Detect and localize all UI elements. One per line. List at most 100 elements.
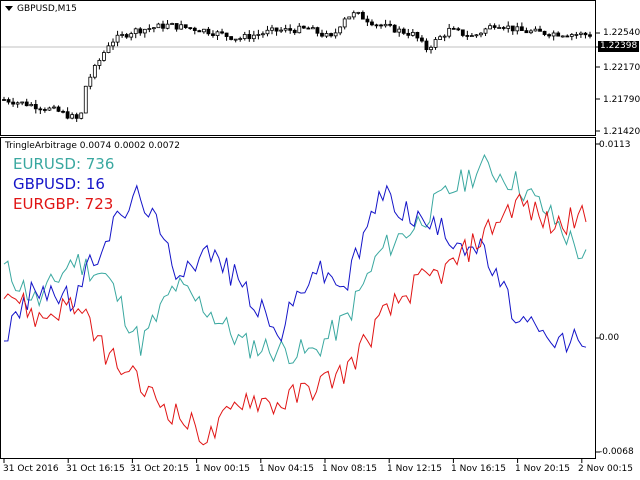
candle-body	[556, 32, 561, 37]
candle-body	[569, 34, 574, 37]
candle-body	[583, 32, 588, 36]
candle-body	[333, 32, 338, 37]
candle-body	[315, 27, 320, 34]
candle-body	[483, 28, 488, 34]
symbol-dropdown-icon[interactable]	[5, 6, 13, 11]
candle-body	[242, 34, 247, 39]
candle-body	[488, 25, 492, 30]
time-tick: 1 Nov 12:15	[387, 464, 442, 474]
candle-body	[324, 33, 329, 37]
price-tick-3: 1.22170	[603, 63, 640, 73]
series-line-eurgbp	[3, 193, 587, 446]
legend-gbpusd: GBPUSD: 16	[13, 175, 105, 193]
candle-body	[420, 37, 424, 42]
candle-body	[433, 39, 438, 48]
candle-body	[147, 28, 152, 30]
candle-body	[11, 101, 15, 105]
candle-body	[247, 34, 252, 40]
candle-body	[447, 27, 452, 37]
candlesticks	[2, 10, 592, 122]
indicator-tick-min: -0.0068	[599, 447, 634, 457]
series-line-eurusd	[3, 153, 587, 365]
candle-body	[306, 27, 311, 30]
candle-body	[256, 34, 261, 36]
price-tick-1: 1.22540	[603, 28, 640, 38]
axis-ticks	[3, 32, 600, 463]
time-tick: 1 Nov 20:15	[515, 464, 570, 474]
time-tick: 1 Nov 08:15	[322, 464, 377, 474]
candle-body	[329, 33, 333, 37]
indicator-pane-frame	[0, 137, 596, 459]
candle-body	[588, 34, 592, 37]
candle-body	[215, 31, 220, 36]
candle-body	[56, 106, 61, 112]
candle-body	[129, 33, 134, 38]
candle-body	[310, 27, 315, 30]
candle-body	[288, 28, 293, 31]
candle-body	[192, 27, 197, 31]
candle-body	[220, 31, 224, 34]
candle-body	[347, 16, 352, 20]
indicator-tick-max: 0.0113	[599, 140, 631, 150]
candle-body	[265, 29, 270, 35]
candle-body	[356, 11, 361, 14]
candle-body	[15, 102, 20, 105]
candle-body	[542, 30, 547, 35]
candle-body	[379, 24, 383, 27]
candle-body	[429, 46, 433, 51]
candle-body	[6, 99, 11, 103]
candle-body	[424, 40, 429, 51]
candle-body	[560, 35, 565, 38]
candle-body	[320, 32, 324, 37]
candle-body	[29, 104, 34, 107]
candle-body	[70, 114, 75, 119]
candle-body	[174, 23, 179, 30]
indicator-lines	[3, 153, 587, 446]
candle-body	[270, 27, 274, 31]
candle-body	[406, 32, 411, 36]
candle-body	[102, 52, 106, 61]
legend-gbpusd-value: 16	[85, 175, 105, 193]
candle-body	[2, 99, 6, 101]
candle-body	[138, 28, 143, 34]
time-tick: 1 Nov 00:15	[195, 464, 250, 474]
candle-body	[97, 59, 102, 66]
time-tick: 2 Nov 00:15	[578, 464, 633, 474]
candle-body	[47, 107, 52, 111]
candle-body	[401, 28, 406, 34]
candle-body	[506, 25, 511, 29]
legend-gbpusd-name: GBPUSD	[13, 175, 77, 193]
candle-body	[197, 30, 202, 33]
candle-body	[365, 18, 370, 23]
candle-body	[301, 25, 306, 29]
candle-body	[115, 34, 120, 43]
candle-body	[170, 23, 174, 25]
candle-body	[274, 27, 279, 32]
candle-body	[529, 30, 533, 34]
candle-body	[442, 35, 447, 38]
candle-body	[88, 76, 93, 87]
price-pane-frame	[0, 0, 596, 136]
legend-eurusd-name: EURUSD	[13, 155, 76, 173]
candle-body	[397, 28, 402, 33]
candle-body	[510, 25, 515, 32]
candle-body	[465, 35, 470, 37]
candle-body	[165, 23, 170, 29]
candle-body	[33, 104, 38, 110]
candle-body	[547, 34, 552, 37]
candle-body	[211, 33, 215, 36]
candle-body	[74, 114, 79, 119]
candle-body	[565, 35, 570, 38]
candle-body	[188, 27, 193, 29]
symbol-label: GBPUSD,M15	[17, 4, 77, 14]
candle-body	[456, 28, 461, 31]
legend-eurusd-value: 736	[85, 155, 115, 173]
candle-body	[533, 28, 538, 32]
legend-eurgbp: EURGBP: 723	[13, 195, 114, 213]
candle-body	[83, 85, 88, 114]
candle-body	[79, 112, 84, 119]
candle-body	[388, 23, 393, 26]
candle-body	[383, 23, 388, 27]
candle-body	[124, 34, 129, 38]
